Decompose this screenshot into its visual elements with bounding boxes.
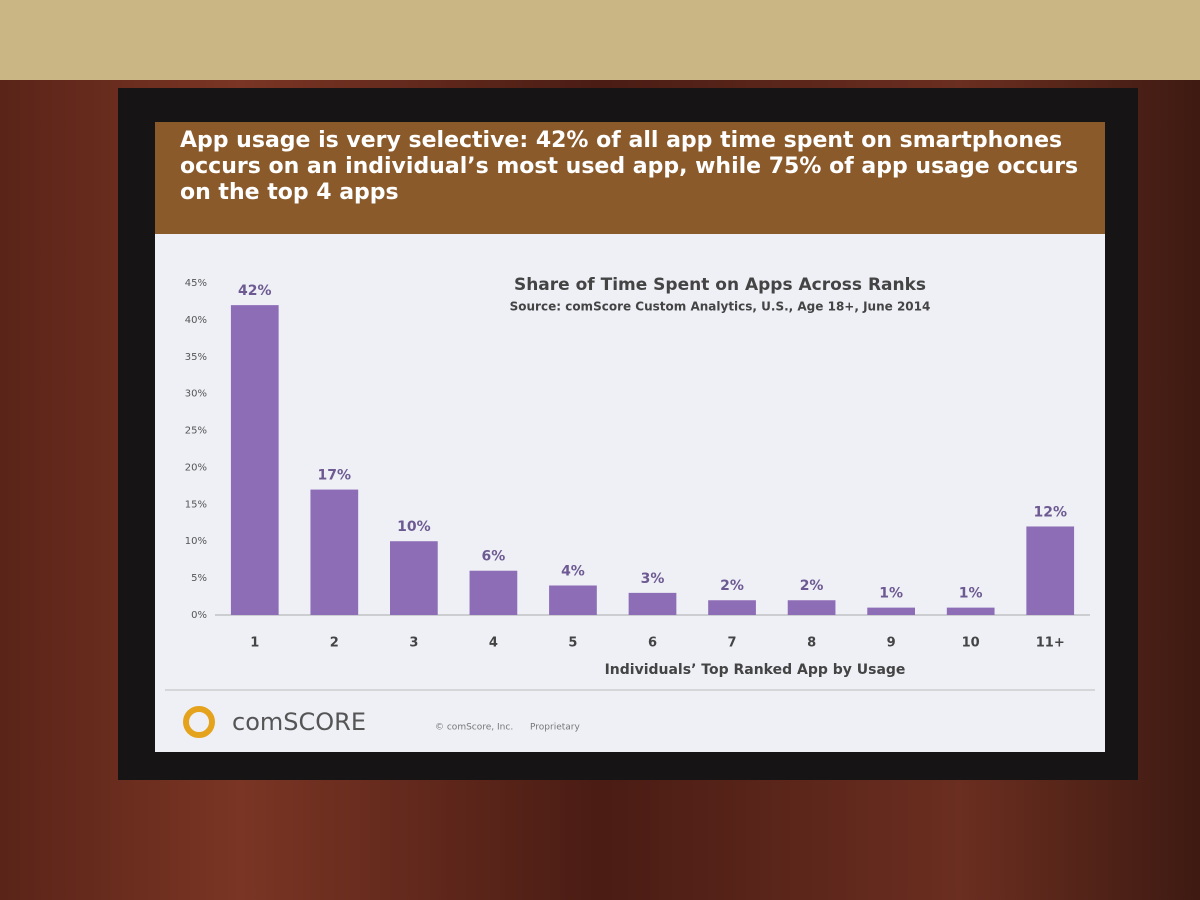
bar [787,600,836,615]
value-label: 1% [879,586,903,602]
x-tick-label: 8 [807,636,816,651]
bar [708,600,756,615]
x-tick-label: 6 [648,636,657,651]
y-tick-label: 30% [185,389,207,400]
x-tick-label: 9 [887,636,896,651]
bar [469,570,518,615]
value-label: 6% [482,549,506,565]
x-tick-label: 11+ [1036,636,1065,651]
bar [867,607,915,615]
value-label: 42% [238,283,272,299]
y-tick-label: 40% [185,315,207,326]
x-tick-label: 4 [489,636,498,651]
y-tick-label: 25% [185,426,207,437]
proprietary: Proprietary [530,723,580,733]
y-tick-label: 35% [185,352,207,363]
bar [390,541,438,615]
copyright: © comScore, Inc. [435,723,513,733]
y-tick-label: 20% [185,462,207,473]
y-tick-label: 45% [185,278,207,289]
y-tick-label: 5% [191,573,207,584]
header-band [155,122,1105,234]
value-label: 1% [959,586,983,602]
headline: App usage is very selective: 42% of all … [180,128,1079,205]
x-tick-label: 1 [250,636,259,651]
chart-title: Share of Time Spent on Apps Across Ranks [514,275,926,295]
bar [310,489,359,615]
x-tick-label: 2 [330,636,339,651]
bar [628,592,677,615]
bar [549,585,597,615]
x-tick-label: 10 [962,636,980,651]
bar [1026,526,1075,615]
y-tick-label: 15% [185,499,207,510]
x-tick-label: 5 [568,636,577,651]
value-label: 10% [397,519,431,535]
logo: comSCORE [232,708,366,736]
chart-subtitle: Source: comScore Custom Analytics, U.S.,… [510,300,931,314]
x-tick-label: 3 [409,636,418,651]
value-label: 4% [561,563,585,579]
wall [0,0,1200,80]
value-label: 2% [720,578,744,594]
value-label: 2% [800,578,824,594]
value-label: 17% [318,468,352,484]
y-tick-label: 0% [191,610,207,621]
x-axis-label: Individuals’ Top Ranked App by Usage [605,662,906,678]
value-label: 3% [641,571,665,587]
bar [946,607,995,615]
x-tick-label: 7 [728,636,737,651]
value-label: 12% [1033,504,1067,520]
bar [230,305,279,615]
logo-icon [183,706,215,738]
y-tick-label: 10% [185,536,207,547]
